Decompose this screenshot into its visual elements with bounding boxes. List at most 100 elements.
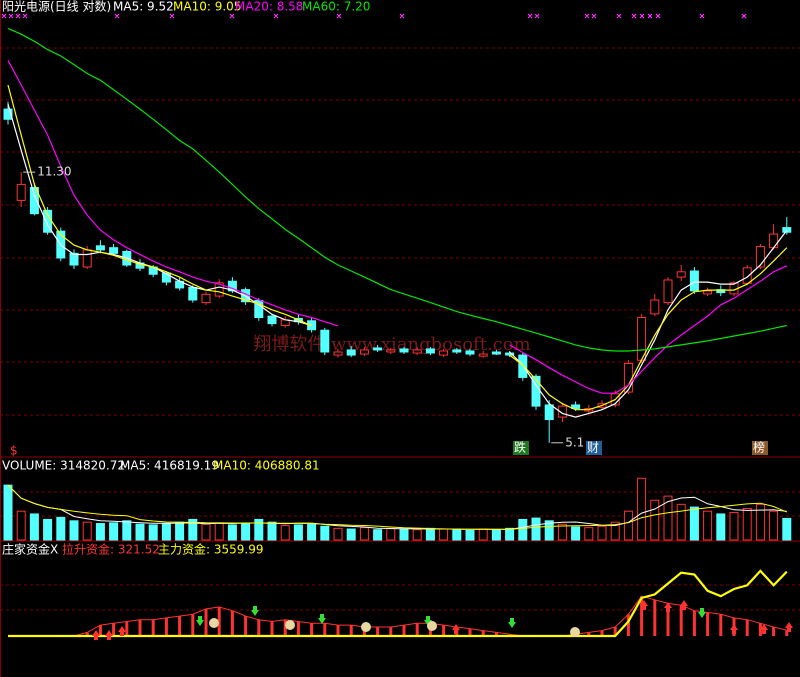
- indicator-bar: [270, 621, 274, 636]
- volume-bar: [623, 510, 633, 541]
- candle-body: [425, 348, 435, 354]
- indicator-bar: [666, 603, 670, 636]
- indicator-bar: [389, 626, 393, 636]
- signals: $ 跌 财 榜: [10, 440, 768, 458]
- indicator-bar: [310, 623, 314, 636]
- volume-bar: [439, 528, 449, 541]
- volume-bar: [320, 525, 330, 541]
- volume-bar: [346, 528, 356, 541]
- series-line: [7, 84, 788, 411]
- candle-body: [663, 279, 673, 304]
- series-line: [8, 595, 787, 637]
- signal-label: $: [10, 444, 18, 458]
- candle-body: [320, 329, 330, 353]
- candle-body: [782, 227, 792, 233]
- volume-bar: [518, 518, 528, 541]
- volume-bar: [359, 527, 369, 541]
- indicator-bar: [494, 632, 498, 636]
- indicator-bar: [402, 625, 406, 636]
- volume-bar: [201, 523, 211, 541]
- candle-body: [373, 347, 383, 351]
- candle-body: [557, 405, 567, 418]
- indicator-bar: [785, 630, 789, 636]
- candle-body: [29, 187, 39, 215]
- series-line: [7, 484, 787, 530]
- signal-label: 榜: [753, 440, 765, 455]
- volume-bar: [280, 525, 290, 541]
- candle-body: [333, 351, 343, 356]
- candle-body: [346, 349, 356, 356]
- series-line: [7, 484, 787, 530]
- indicator-bar: [349, 625, 353, 636]
- candle-body: [742, 267, 752, 284]
- volume-bar: [241, 523, 251, 541]
- volume-bar: [175, 521, 185, 541]
- volume-bar: [769, 510, 779, 541]
- annotation-label: 11.30: [37, 165, 71, 179]
- candle-body: [478, 353, 488, 357]
- legend-entry: 主力资金: 3559.99: [158, 542, 263, 557]
- candle-body: [544, 404, 554, 421]
- series-line: [7, 60, 788, 394]
- signal-badge: [752, 441, 768, 455]
- volume-bar: [571, 526, 581, 541]
- indicator-bar: [653, 599, 657, 636]
- legend-entry: MA10: 406880.81: [213, 459, 320, 473]
- candle-body: [518, 354, 528, 378]
- candle-body: [439, 350, 449, 356]
- headers: 阳光电源(日线 对数) MA5: 9.52 MA10: 9.05 MA20: 8…: [2, 0, 370, 557]
- candle-body: [16, 183, 26, 201]
- volume-bar: [16, 510, 26, 541]
- indicator-bar: [244, 616, 248, 636]
- indicator-bar: [415, 623, 419, 636]
- volume-bar: [214, 522, 224, 541]
- volume-bar: [82, 521, 92, 541]
- candle-body: [399, 348, 409, 353]
- volume-bar: [452, 529, 462, 541]
- volume-bar: [399, 528, 409, 541]
- volume-bar: [716, 513, 726, 541]
- indicator-title: 庄家资金X: [2, 542, 58, 557]
- volume-bar: [135, 523, 145, 541]
- candle-body: [755, 246, 765, 268]
- volume-label: VOLUME: 314820.72: [2, 459, 125, 473]
- candle-body: [227, 280, 237, 292]
- indicator-bar: [719, 614, 723, 636]
- indicator-bar: [679, 605, 683, 636]
- volume-bar: [43, 518, 53, 541]
- volume-bar: [544, 520, 554, 541]
- indicator-bar: [442, 625, 446, 636]
- candle-body: [689, 270, 699, 292]
- candle-body: [465, 350, 475, 355]
- volume-bar: [531, 517, 541, 541]
- series-line: [7, 103, 788, 418]
- candle-body: [69, 252, 79, 266]
- indicator-bar: [98, 625, 102, 636]
- volume-bar: [227, 524, 237, 541]
- indicator-bar: [772, 626, 776, 636]
- volume-bar: [782, 517, 792, 541]
- legend-entry: MA20: 8.58: [235, 0, 303, 14]
- indicator-bar: [296, 621, 300, 636]
- volume-bar: [109, 522, 119, 541]
- volume-bar: [557, 523, 567, 541]
- volume-bar: [676, 503, 686, 541]
- plot: 11.30 5.1: [3, 27, 792, 638]
- candle-body: [505, 352, 515, 356]
- volume-bar: [56, 516, 66, 541]
- candle-body: [82, 249, 92, 268]
- candle-body: [95, 245, 105, 251]
- volume-bar: [307, 523, 317, 541]
- signal-badge: [513, 441, 529, 455]
- volume-bar: [122, 520, 132, 541]
- volume-bar: [69, 520, 79, 541]
- candle-body: [161, 272, 171, 283]
- series-line: [8, 569, 788, 638]
- money-bag-icons: [209, 618, 580, 637]
- volume-bar: [755, 503, 765, 541]
- indicator-bar: [626, 614, 630, 636]
- volume-bar: [597, 525, 607, 541]
- candle-body: [571, 404, 581, 410]
- volume-bar: [689, 506, 699, 541]
